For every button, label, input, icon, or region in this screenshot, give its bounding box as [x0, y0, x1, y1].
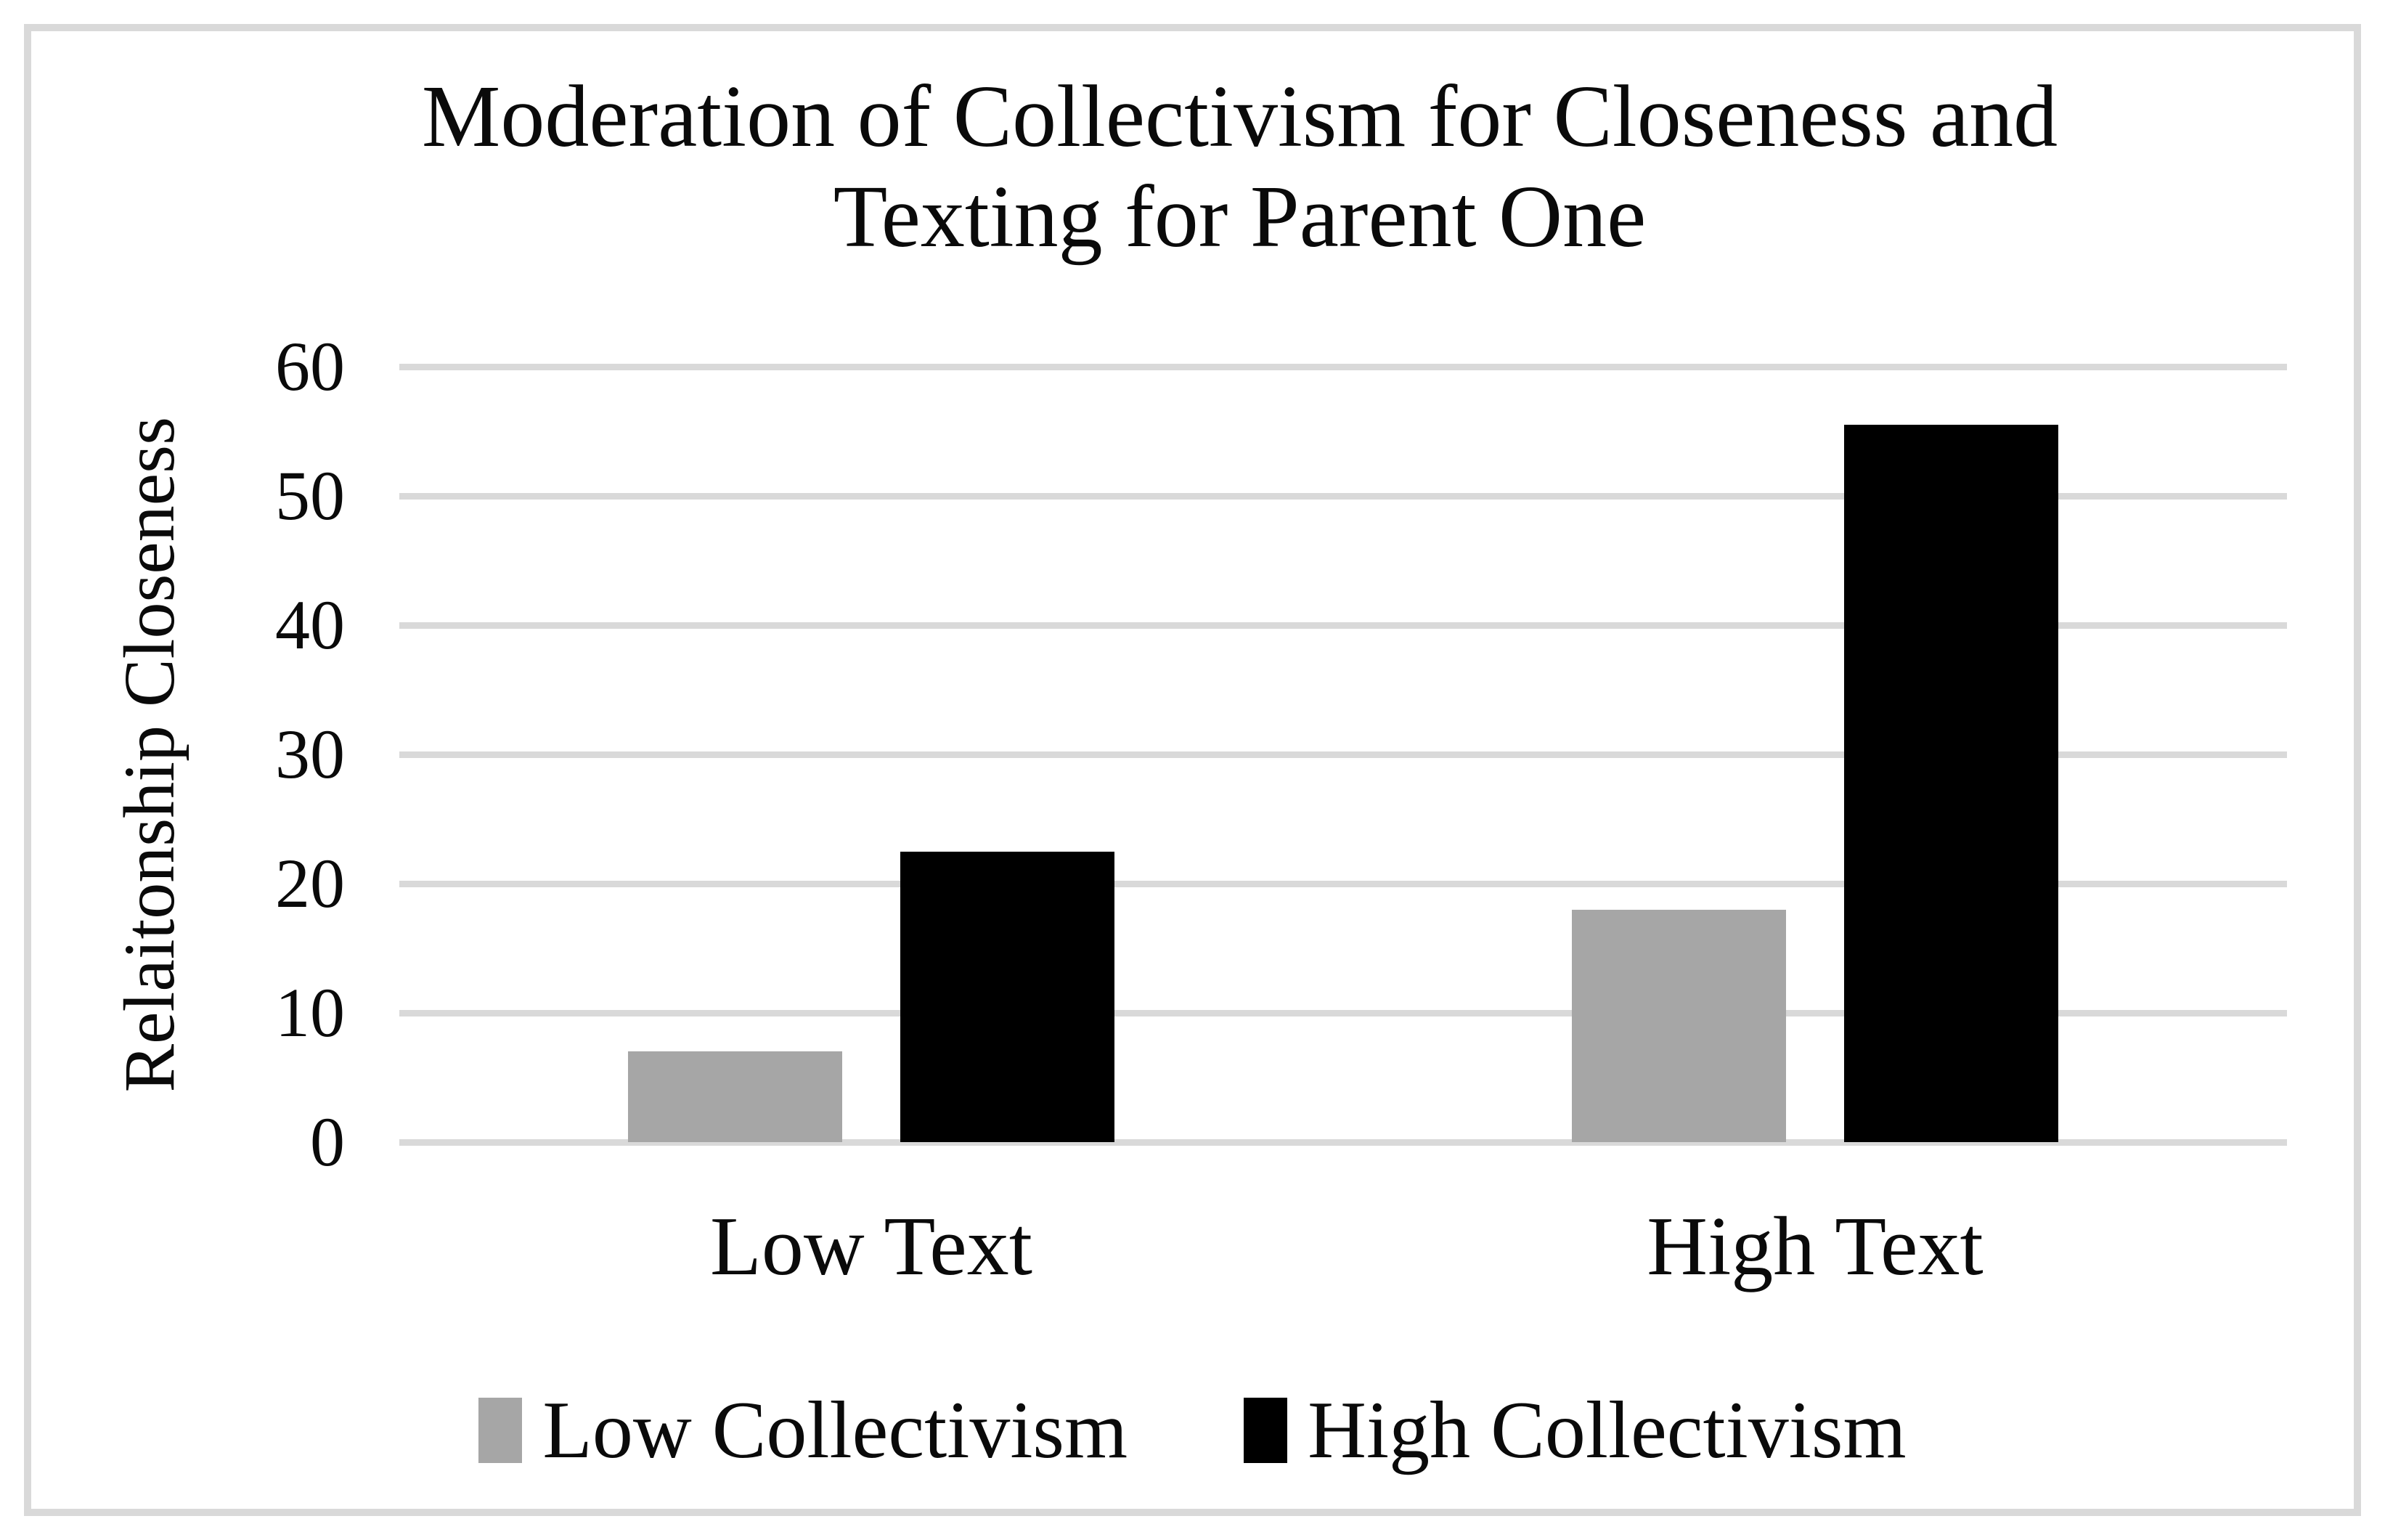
y-tick-label: 40	[275, 586, 345, 664]
bar-low-text-high-collectivism	[900, 851, 1115, 1142]
y-tick-label: 30	[275, 715, 345, 793]
legend-item-low-collectivism: Low Collectivism	[478, 1382, 1128, 1479]
bar-low-text-low-collectivism	[627, 1051, 842, 1142]
bar-high-text-high-collectivism	[1844, 425, 2059, 1142]
gridline	[399, 622, 2287, 629]
bar-high-text-low-collectivism	[1571, 909, 1786, 1142]
legend-label-low-collectivism: Low Collectivism	[542, 1385, 1128, 1475]
gridline	[399, 881, 2287, 887]
legend-label-high-collectivism: High Collectivism	[1308, 1385, 1907, 1475]
y-tick-label: 0	[310, 1103, 345, 1181]
gridline	[399, 1139, 2287, 1146]
x-category-label-high-text: High Text	[1647, 1200, 1984, 1293]
chart-title: Moderation of Collectivism for Closeness…	[109, 67, 2370, 267]
legend-swatch-high-collectivism-icon	[1244, 1397, 1288, 1463]
legend: Low Collectivism High Collectivism	[32, 1376, 2353, 1485]
gridline	[399, 1010, 2287, 1017]
legend-swatch-low-collectivism-icon	[478, 1397, 523, 1463]
chart-title-line1: Moderation of Collectivism for Closeness…	[421, 68, 2058, 166]
x-axis-labels: Low Text High Text	[399, 1197, 2287, 1305]
legend-item-high-collectivism: High Collectivism	[1244, 1382, 1907, 1479]
x-category-label-low-text: Low Text	[709, 1200, 1032, 1293]
y-tick-label: 50	[275, 457, 345, 534]
plot-area	[399, 364, 2287, 1146]
y-tick-label: 10	[275, 974, 345, 1051]
y-tick-label: 60	[275, 327, 345, 405]
gridline	[399, 364, 2287, 370]
y-axis-tick-labels: 0 10 20 30 40 50 60	[131, 327, 345, 1181]
chart-title-line2: Texting for Parent One	[833, 167, 1647, 266]
gridline	[399, 751, 2287, 758]
gridline	[399, 493, 2287, 500]
y-tick-label: 20	[275, 844, 345, 922]
